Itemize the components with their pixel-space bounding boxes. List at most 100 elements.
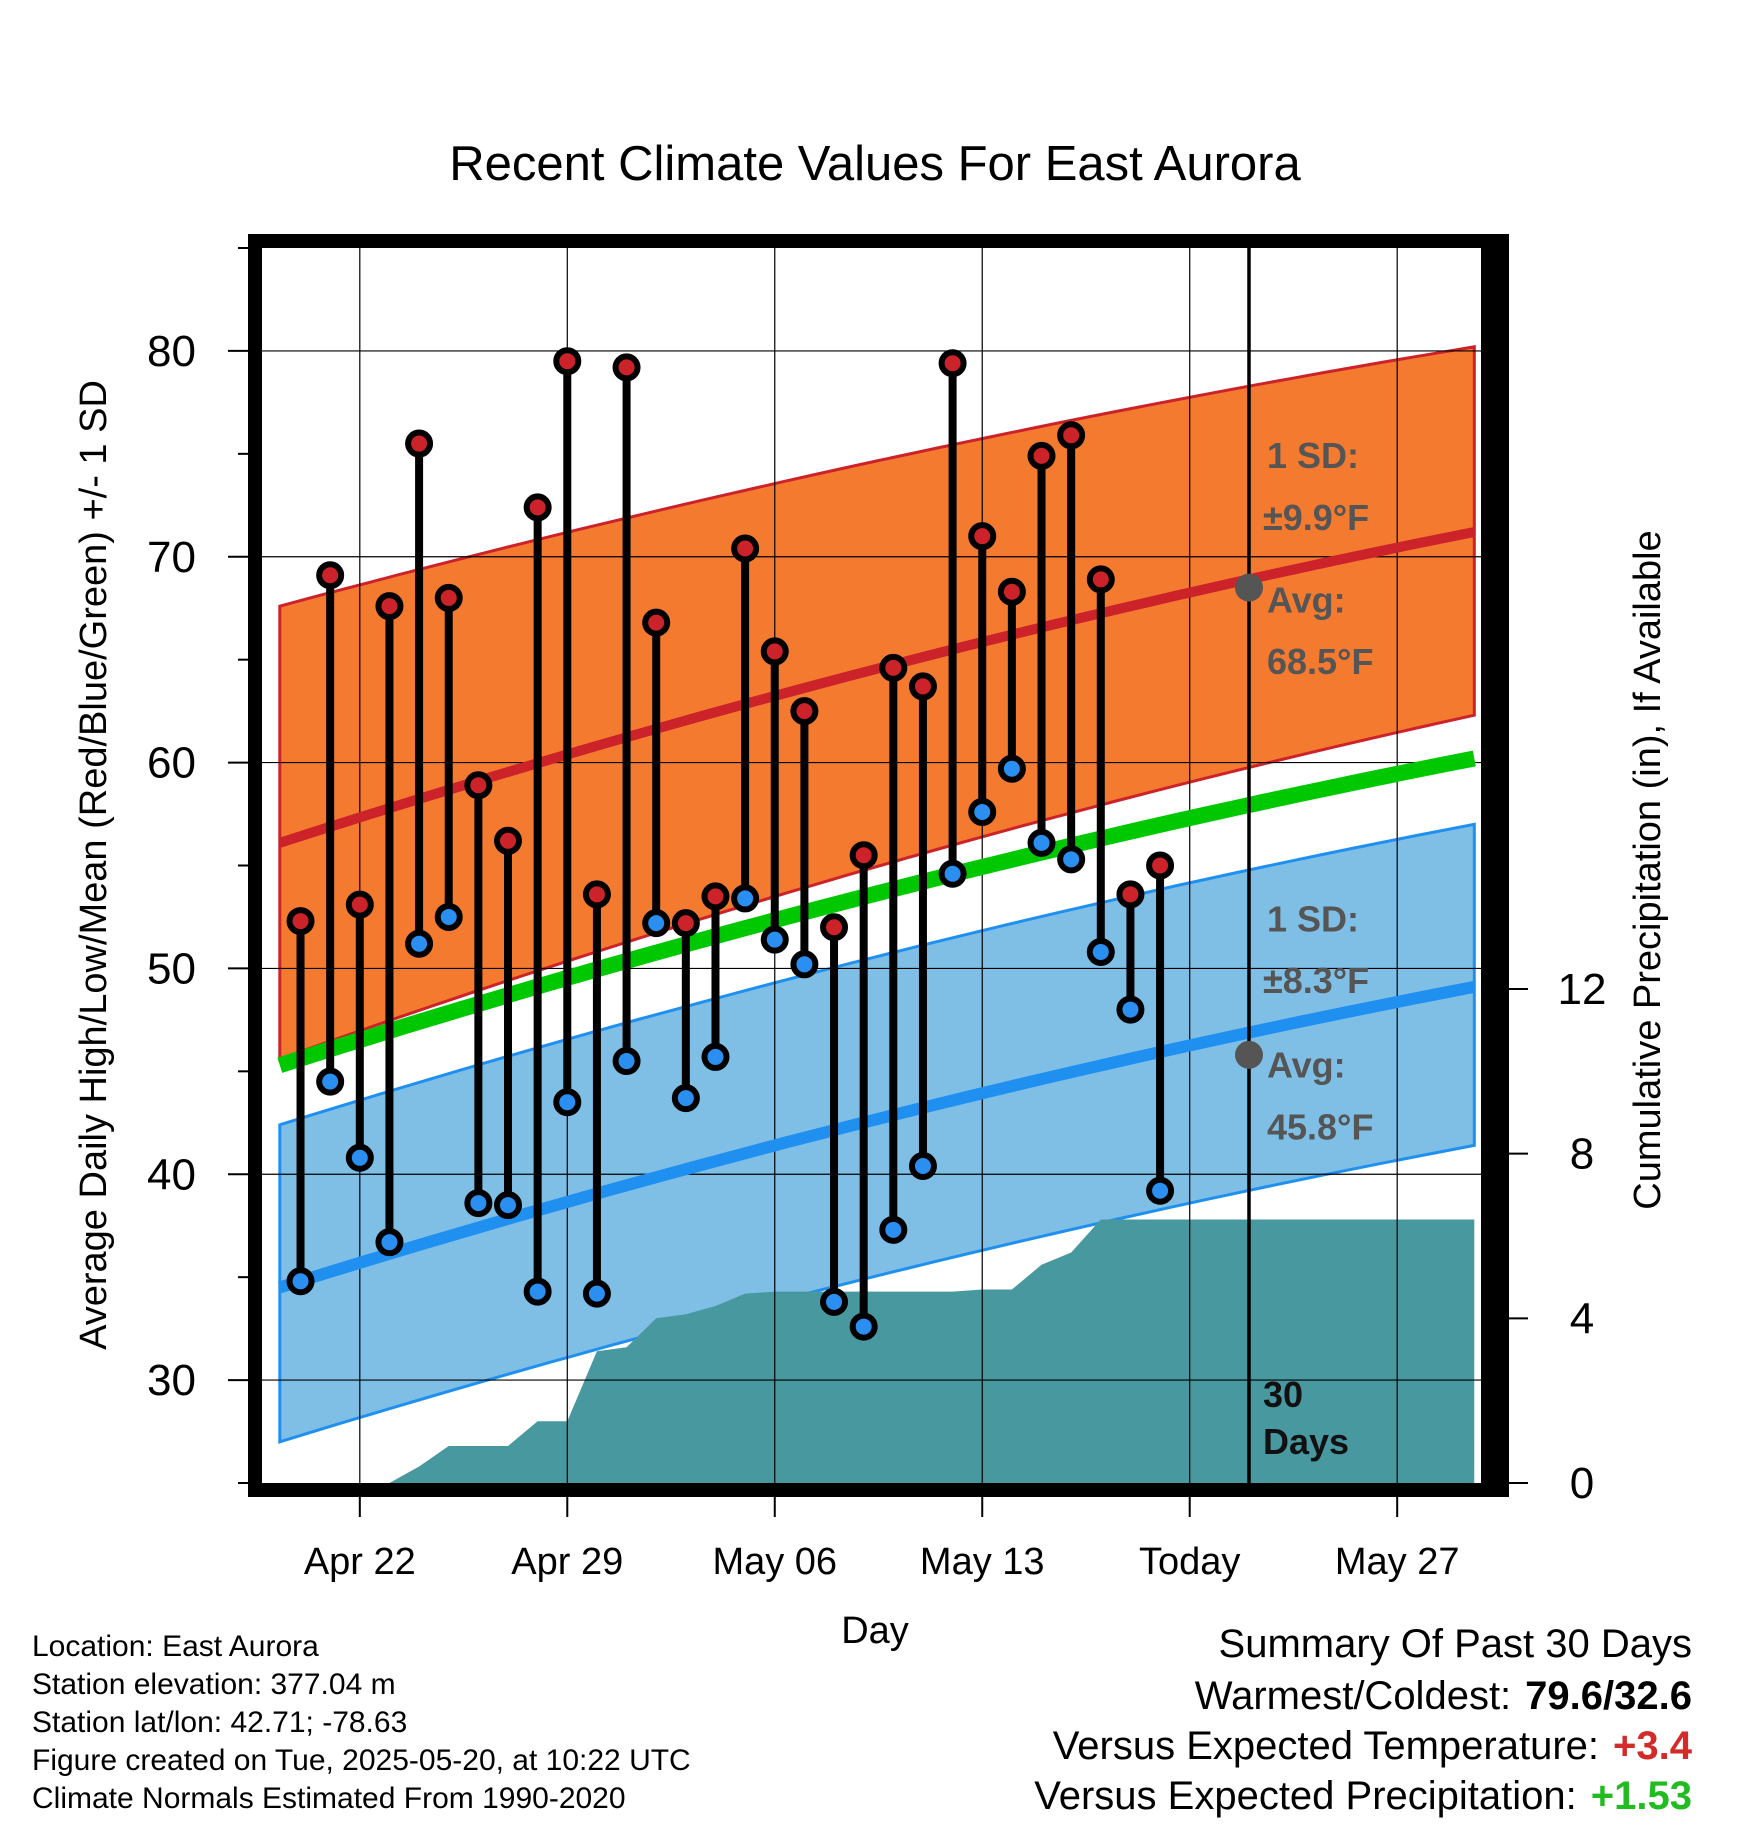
high-point (760, 637, 789, 666)
high-point (849, 841, 878, 870)
high-point (701, 882, 730, 911)
temp-label: Versus Expected Temperature: (1052, 1724, 1600, 1768)
high-point (582, 880, 611, 909)
y2-tick-label: 8 (1570, 1130, 1594, 1179)
low-point (938, 859, 967, 888)
y2-tick-label: 12 (1558, 965, 1607, 1014)
low-point (1057, 845, 1086, 874)
high-point (820, 913, 849, 942)
high-point (938, 349, 967, 378)
high-point (997, 577, 1026, 606)
high-point (908, 672, 937, 701)
low-point (642, 909, 671, 938)
chart-title: Recent Climate Values For East Aurora (449, 137, 1301, 191)
y-tick-label: 50 (147, 944, 196, 993)
plot-area: 1 SD: ±9.9°F Avg: 68.5°F 1 SD: ±8.3°F Avg: 45.8… (262, 248, 1495, 1483)
summary-warm-cold: Warmest/Coldest: 79.6/32.6 (1195, 1674, 1692, 1719)
y2-tick-label: 4 (1570, 1294, 1594, 1343)
low-point (731, 884, 760, 913)
station-info: Location: East Aurora Station elevation:… (32, 1628, 691, 1818)
high-point (968, 522, 997, 551)
low-point (1146, 1176, 1175, 1205)
high-point (434, 583, 463, 612)
y-tick-label: 40 (147, 1150, 196, 1199)
low-point (849, 1312, 878, 1341)
low-point (879, 1215, 908, 1244)
low-point (316, 1067, 345, 1096)
low-point (1116, 995, 1145, 1024)
high-point (879, 653, 908, 682)
low-point (968, 797, 997, 826)
low-avg-line (278, 981, 1476, 1294)
low-point (820, 1287, 849, 1316)
low-point (494, 1191, 523, 1220)
summary-title: Summary Of Past 30 Days (1219, 1622, 1692, 1667)
low-sd-value: ±8.3°F (1263, 960, 1369, 1001)
created-text: Figure created on Tue, 2025-05-20, at 10… (32, 1744, 691, 1777)
x-tick-label: Apr 29 (511, 1541, 623, 1583)
today-low-avg-dot (1234, 1040, 1263, 1069)
y2-axis-label: Cumulative Precipitation (in), If Availa… (1627, 530, 1669, 1209)
today-high-avg-dot (1234, 573, 1263, 602)
high-point (316, 561, 345, 590)
high-avg-label: Avg: (1267, 579, 1346, 620)
high-point (523, 493, 552, 522)
high-point (612, 353, 641, 382)
low-point (671, 1084, 700, 1113)
high-point (671, 909, 700, 938)
low-point (286, 1267, 315, 1296)
summary-title-text: Summary Of Past 30 Days (1218, 1622, 1692, 1666)
low-point (345, 1143, 374, 1172)
y-tick-label: 70 (147, 533, 196, 582)
y2-tick-label: 0 (1570, 1459, 1594, 1508)
x-axis-label: Day (841, 1610, 909, 1652)
high-point (375, 592, 404, 621)
high-point (464, 771, 493, 800)
high-sd-value: ±9.9°F (1263, 497, 1369, 538)
x-tick-label: May 06 (712, 1541, 837, 1583)
high-sd-label: 1 SD: (1267, 435, 1359, 476)
low-point (1086, 937, 1115, 966)
normals-text: Climate Normals Estimated From 1990-2020 (32, 1782, 626, 1815)
summary-temp: Versus Expected Temperature: +3.4 (1053, 1724, 1692, 1769)
low-point (790, 950, 819, 979)
low-point (701, 1042, 730, 1071)
high-point (1116, 880, 1145, 909)
elevation-text: Station elevation: 377.04 m (32, 1668, 396, 1701)
location-text: Location: East Aurora (32, 1630, 319, 1663)
high-point (642, 608, 671, 637)
low-point (582, 1279, 611, 1308)
high-point (345, 890, 374, 919)
low-point (997, 754, 1026, 783)
low-avg-value: 45.8°F (1267, 1106, 1373, 1147)
frame-layer (248, 234, 1509, 1497)
high-point (1146, 851, 1175, 880)
warm-cold-value: 79.6/32.6 (1525, 1674, 1692, 1718)
high-point (286, 907, 315, 936)
x-tick-label: Today (1139, 1541, 1240, 1583)
low-point (523, 1277, 552, 1306)
precip-value: +1.53 (1590, 1774, 1692, 1818)
days-count-label: 30 (1263, 1374, 1303, 1415)
summary-precip: Versus Expected Precipitation: +1.53 (1034, 1774, 1692, 1819)
low-sd-label: 1 SD: (1267, 898, 1359, 939)
low-point (1027, 828, 1056, 857)
x-tick-label: May 13 (920, 1541, 1045, 1583)
high-point (790, 697, 819, 726)
precip-label: Versus Expected Precipitation: (1034, 1774, 1577, 1818)
y-axis-label: Average Daily High/Low/Mean (Red/Blue/Gr… (73, 380, 115, 1350)
latlon-text: Station lat/lon: 42.71; -78.63 (32, 1706, 408, 1739)
low-point (760, 925, 789, 954)
high-point (1086, 565, 1115, 594)
precip-area (279, 1219, 1475, 1483)
plot-frame (248, 234, 1509, 1497)
high-point (1027, 441, 1056, 470)
high-point (494, 826, 523, 855)
y-tick-label: 60 (147, 739, 196, 788)
x-tick-label: Apr 22 (304, 1541, 416, 1583)
high-point (553, 347, 582, 376)
y-tick-label: 30 (147, 1356, 196, 1405)
high-point (1057, 421, 1086, 450)
temp-value: +3.4 (1613, 1724, 1692, 1768)
low-point (434, 902, 463, 931)
